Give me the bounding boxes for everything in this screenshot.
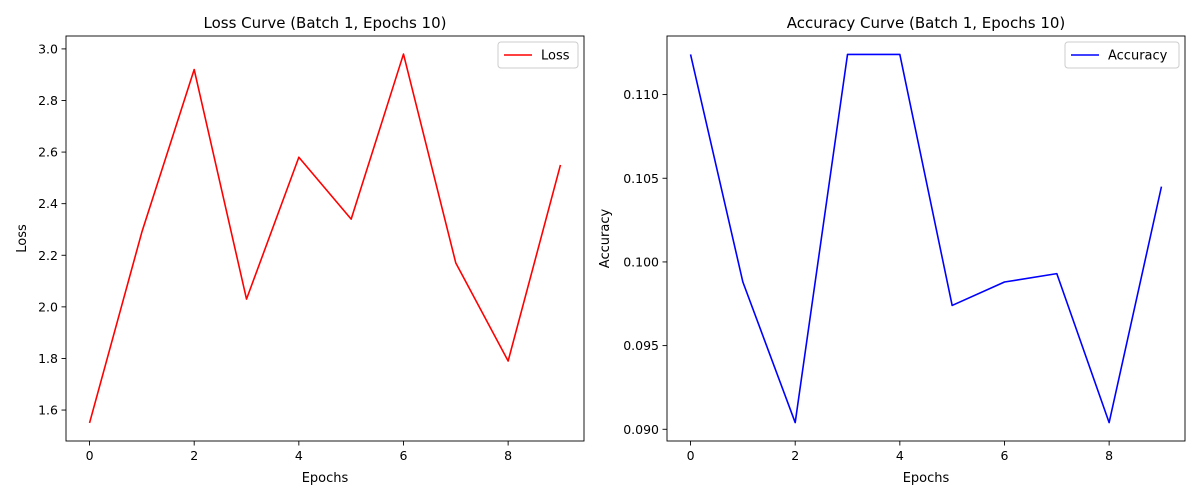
loss-x-tick-label: 0 xyxy=(86,448,94,463)
loss-y-tick-label: 2.0 xyxy=(38,299,58,314)
loss-axes-frame xyxy=(65,35,585,442)
accuracy-y-tick-label: 0.105 xyxy=(623,171,659,186)
loss-x-tick-label: 4 xyxy=(295,448,303,463)
loss-series-line xyxy=(88,53,562,424)
loss-y-tick-label: 2.4 xyxy=(38,196,58,211)
accuracy-x-tick-label: 0 xyxy=(687,448,695,463)
accuracy-y-tick-label: 0.095 xyxy=(623,338,659,353)
accuracy-y-tick-label: 0.110 xyxy=(623,87,659,102)
accuracy-x-tick-label: 8 xyxy=(1105,448,1113,463)
accuracy-legend-label: Accuracy xyxy=(1108,49,1168,64)
accuracy-axes-frame xyxy=(666,35,1186,442)
accuracy-x-tick-label: 2 xyxy=(791,448,799,463)
loss-y-tick-label: 1.8 xyxy=(38,351,58,366)
loss-y-tick-label: 2.2 xyxy=(38,248,58,263)
accuracy-x-axis-label: Epochs xyxy=(903,471,950,486)
loss-y-tick-label: 2.8 xyxy=(38,93,58,108)
accuracy-x-tick-label: 6 xyxy=(1001,448,1009,463)
loss-legend-label: Loss xyxy=(541,49,570,64)
loss-y-tick-label: 1.6 xyxy=(38,403,58,418)
loss-y-tick-label: 3.0 xyxy=(38,41,58,56)
loss-y-axis-label: Loss xyxy=(15,224,30,253)
loss-legend: Loss xyxy=(497,41,579,69)
accuracy-chart-title: Accuracy Curve (Batch 1, Epochs 10) xyxy=(787,14,1066,32)
accuracy-y-tick-label: 0.090 xyxy=(623,422,659,437)
accuracy-chart-panel: Accuracy Curve (Batch 1, Epochs 10) 0 2 4 6 8… xyxy=(598,14,1186,486)
accuracy-y-axis-label: Accuracy xyxy=(598,209,613,269)
loss-x-tick-label: 8 xyxy=(504,448,512,463)
accuracy-series-line xyxy=(689,53,1163,424)
loss-legend-box xyxy=(497,41,579,69)
loss-x-tick-label: 6 xyxy=(400,448,408,463)
loss-chart-panel: Loss Curve (Batch 1, Epochs 10) 0 2 4 6 8 1.6 1… xyxy=(15,14,585,486)
accuracy-legend-box xyxy=(1064,41,1180,69)
accuracy-x-tick-label: 4 xyxy=(896,448,904,463)
loss-chart-title: Loss Curve (Batch 1, Epochs 10) xyxy=(204,14,447,32)
loss-x-tick-label: 2 xyxy=(190,448,198,463)
loss-x-axis-label: Epochs xyxy=(302,471,349,486)
loss-y-tick-label: 2.6 xyxy=(38,145,58,160)
accuracy-y-tick-label: 0.100 xyxy=(623,254,659,269)
accuracy-legend: Accuracy xyxy=(1064,41,1180,69)
